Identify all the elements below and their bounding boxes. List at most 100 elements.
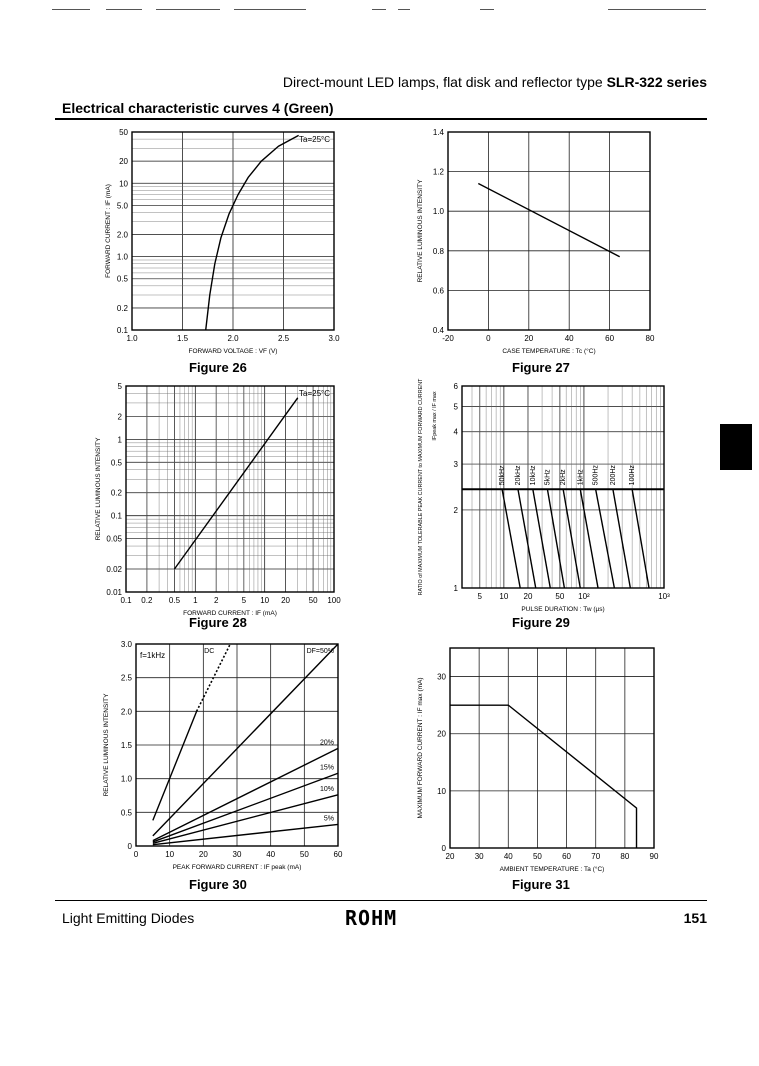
- series-line: [501, 489, 521, 589]
- series-line: [152, 643, 339, 837]
- x-tick-label: 2.5: [278, 334, 290, 343]
- x-tick-label: 20: [524, 334, 533, 343]
- y-tick-label: 1.0: [121, 775, 133, 784]
- footer-category: Light Emitting Diodes: [62, 910, 195, 926]
- x-tick-label: 100: [327, 596, 341, 605]
- y-tick-label: 0.8: [433, 247, 445, 256]
- series-line-dotted: [195, 643, 231, 712]
- x-tick-label: 40: [266, 850, 275, 859]
- x-tick-label: 3.0: [328, 334, 340, 343]
- chart-annotation: Ta=25°C: [299, 135, 330, 144]
- chart-figure-27: -20 0 20 40 60 80 0.4 0.6 0.8 1.0 1.2 1.4 CASE TEMPE…: [417, 128, 655, 355]
- x-tick-label: 60: [605, 334, 614, 343]
- x-tick-label: 0.2: [141, 596, 153, 605]
- series-line: [546, 489, 566, 589]
- x-tick-label: 1.5: [177, 334, 189, 343]
- x-tick-label: 10²: [578, 592, 590, 601]
- x-tick-label: 40: [504, 852, 513, 861]
- x-tick-label: 10: [499, 592, 508, 601]
- series-label: DC: [204, 648, 214, 655]
- y-tick-label: 2: [454, 506, 459, 515]
- y-tick-label: 0.1: [111, 512, 123, 521]
- y-tick-label: 1.4: [433, 128, 445, 137]
- header-title-prefix: Direct-mount LED lamps, flat disk and re…: [282, 74, 603, 90]
- x-tick-label: 0: [134, 850, 139, 859]
- y-tick-label: 2.5: [121, 674, 133, 683]
- x-tick-label: 10: [260, 596, 269, 605]
- x-tick-label: 50: [309, 596, 318, 605]
- series-label: DF=50%: [307, 648, 334, 655]
- y-tick-label: 1.0: [433, 207, 445, 216]
- x-tick-label: 60: [562, 852, 571, 861]
- x-tick-label: 50: [555, 592, 564, 601]
- caption-figure-26: Figure 26: [189, 360, 247, 375]
- y-tick-label: 0.02: [106, 565, 122, 574]
- y-tick-label: 1: [118, 435, 123, 444]
- chart-annotation: Ta=25°C: [299, 389, 330, 398]
- x-tick-label: -20: [442, 334, 454, 343]
- y-tick-label: 2.0: [117, 231, 129, 240]
- y-tick-label: 20: [437, 730, 446, 739]
- plot-frame: [125, 385, 335, 593]
- plot-frame: [131, 131, 335, 331]
- y-tick-label: 1: [454, 584, 459, 593]
- x-axis-label: PEAK FORWARD CURRENT : IF peak (mA): [173, 864, 302, 871]
- x-tick-label: 10³: [658, 592, 670, 601]
- y-tick-label: 0.4: [433, 326, 445, 335]
- series-line: [612, 489, 632, 589]
- series-line: [579, 489, 599, 589]
- y-tick-label: 6: [454, 382, 459, 391]
- x-tick-label: 90: [650, 852, 659, 861]
- y-axis-label: RATIO of MAXIMUM TOLERABLE PEAK CURRENT …: [418, 378, 424, 595]
- y-tick-label: 0: [442, 844, 447, 853]
- x-tick-label: 2.0: [227, 334, 239, 343]
- y-axis-label: RELATIVE LUMINOUS INTENSITY: [95, 437, 102, 540]
- plot-frame: [135, 643, 339, 847]
- series-line: [532, 489, 551, 589]
- series-line: [450, 704, 638, 848]
- series-line: [562, 489, 581, 589]
- series-label: 10%: [320, 786, 334, 793]
- y-tick-label: 30: [437, 673, 446, 682]
- y-axis-label: RELATIVE LUMINOUS INTENSITY: [103, 693, 110, 796]
- chart-figure-26: 1.0 1.5 2.0 2.5 3.0 0.1 0.2 0.5 1.0 2.0 5.0 10 20 50 F…: [105, 128, 340, 355]
- x-axis-label: FORWARD CURRENT : IF (mA): [183, 610, 277, 617]
- series-line: [517, 489, 537, 589]
- series-label: 15%: [320, 764, 334, 771]
- plot-frame: [461, 385, 665, 589]
- y-tick-label: 1.0: [117, 253, 129, 262]
- y-tick-label: 10: [119, 179, 128, 188]
- series-label: 2kHz: [560, 469, 567, 485]
- x-tick-label: 50: [300, 850, 309, 859]
- x-axis-label: FORWARD VOLTAGE : VF (V): [189, 348, 278, 355]
- x-tick-label: 1: [193, 596, 198, 605]
- x-tick-label: 20: [524, 592, 533, 601]
- series-line: [205, 134, 299, 331]
- rohm-logo: ROHM: [345, 906, 398, 930]
- y-tick-label: 0: [128, 842, 133, 851]
- series-label: 100Hz: [629, 465, 636, 486]
- series-label: 500Hz: [593, 465, 600, 486]
- x-tick-label: 80: [620, 852, 629, 861]
- chart-figure-29: 5 10 20 50 10² 10³ 1 2 3 4 5 6 PULSE DURATION : Tw (…: [418, 378, 670, 613]
- chart-figure-30: 0 10 20 30 40 50 60 0 0.5 1.0 1.5 2.0 2.5 3.0 PEAK FOR…: [103, 640, 343, 871]
- section-divider: [55, 118, 707, 120]
- x-tick-label: 10: [165, 850, 174, 859]
- series-line: [631, 489, 650, 589]
- y-tick-label: 20: [119, 157, 128, 166]
- chart-figure-28: 0.1 0.2 0.5 1 2 5 10 20 50 100 0.01 0.02 0.05 0.1 0.2 0…: [95, 382, 341, 617]
- y-tick-label: 4: [454, 428, 459, 437]
- series-line: [477, 182, 621, 258]
- x-tick-label: 0.5: [169, 596, 181, 605]
- series-label: 50kHz: [499, 465, 506, 485]
- caption-figure-28: Figure 28: [189, 615, 247, 630]
- x-tick-label: 5: [242, 596, 247, 605]
- caption-figure-27: Figure 27: [512, 360, 570, 375]
- series-label: 200Hz: [610, 465, 617, 486]
- y-tick-label: 1.2: [433, 168, 445, 177]
- y-tick-label: 50: [119, 128, 128, 137]
- series-line: [152, 823, 339, 846]
- y-tick-label: 5: [118, 382, 123, 391]
- caption-figure-30: Figure 30: [189, 877, 247, 892]
- chart-annotation: f=1kHz: [140, 651, 165, 660]
